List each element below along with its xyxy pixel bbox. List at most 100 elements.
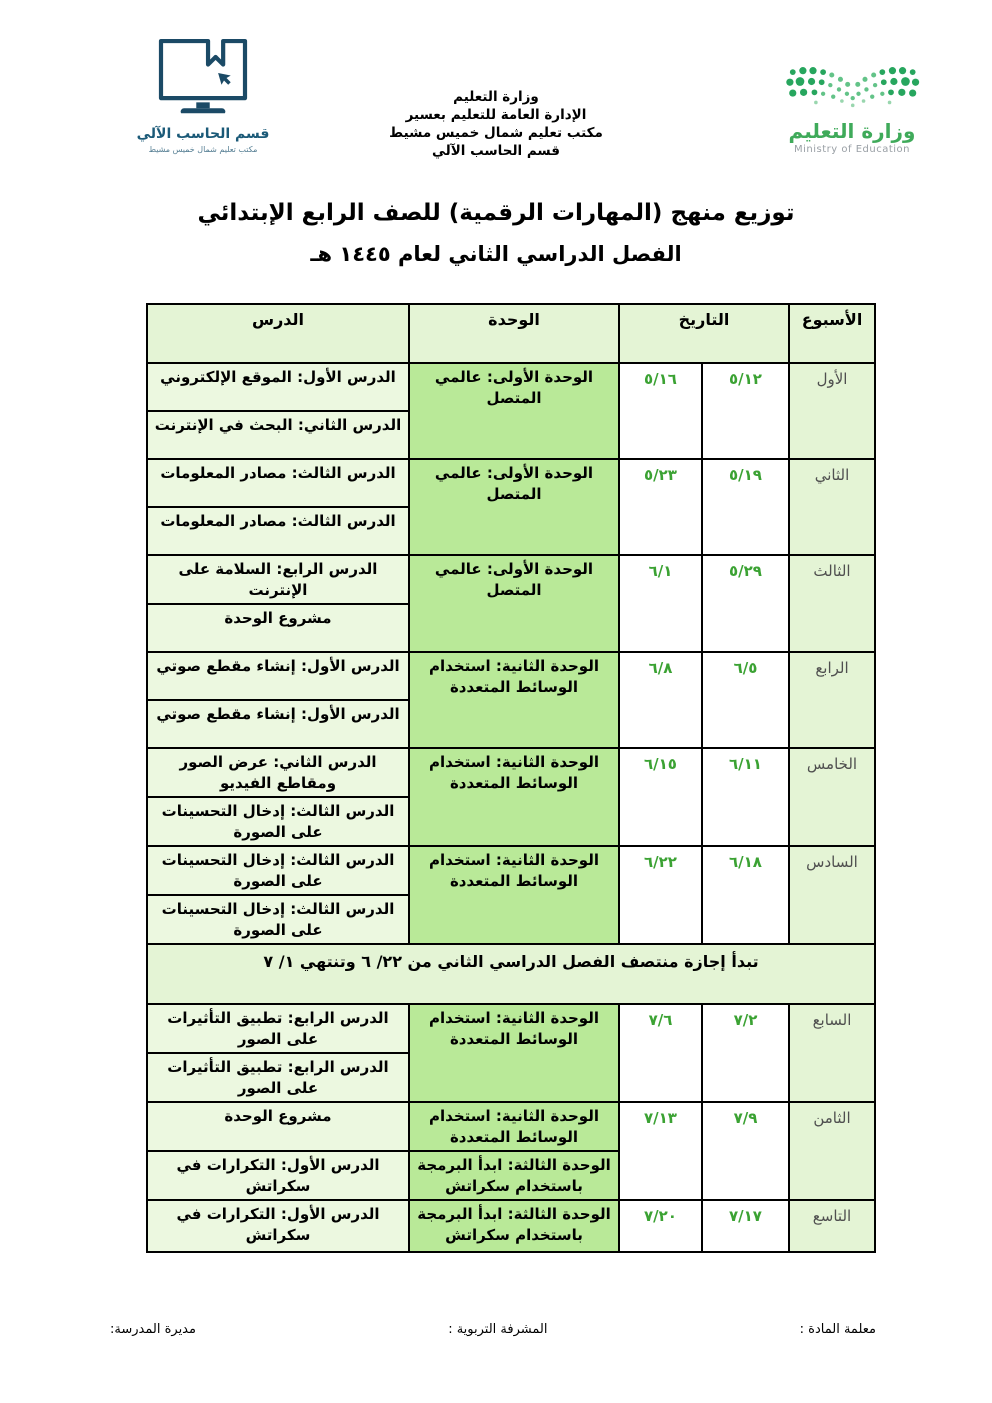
week-name: الرابع [788,651,876,749]
table-row-week7b: الدرس الرابع: تطبيق التأثيرات على الصور [146,1052,875,1103]
logo-left-subtitle: مكتب تعليم شمال خميس مشيط [148,145,258,154]
week-name: الثالث [788,554,876,653]
table-row-week2: الثاني ٥/١٩ ٥/٢٣ الوحدة الأولى: عالمي ال… [146,458,876,556]
moe-dots-emblem-icon [772,67,932,118]
break-row-text: تبدأ إجازة منتصف الفصل الدراسي الثاني من… [146,943,876,1005]
table-row-week5b: الدرس الثالث: إدخال التحسينات على الصورة [146,796,875,847]
date-end: ٧/٢٠ [618,1199,703,1253]
week-name: الثاني [788,458,876,556]
table-row-week5: الخامس ٦/١١ ٦/١٥ الوحدة الثانية: استخدام… [146,747,876,847]
header-line-office: مكتب تعليم شمال خميس مشيط [389,125,603,141]
week-name: التاسع [788,1199,876,1253]
col-header-lesson: الدرس [146,303,410,364]
table-row-week6: السادس ٦/١٨ ٦/٢٢ الوحدة الثانية: استخدام… [146,845,876,945]
table-row-week2b: الدرس الثالث: مصادر المعلومات [146,506,875,556]
unit-cell: الوحدة الأولى: عالمي المتصل [408,554,620,653]
lesson-cell: الدرس الثالث: إدخال التحسينات على الصورة [146,894,410,945]
date-end: ٦/١٥ [618,747,703,847]
curriculum-table: الأسبوع التاريخ الوحدة الدرس الأول ٥/١٢ … [146,303,876,1253]
date-end: ٦/١ [618,554,703,653]
ministry-of-education-logo: وزارة التعليم Ministry of Education [752,62,952,155]
lesson-cell: الدرس الرابع: تطبيق التأثيرات على الصور [146,1052,410,1103]
date-start: ٧/٩ [701,1101,790,1201]
col-header-date: التاريخ [618,303,790,364]
unit-cell: الوحدة الثالثة: ابدأ البرمجة باستخدام سك… [408,1150,620,1201]
table-row-week7: السابع ٧/٢ ٧/٦ الوحدة الثانية: استخدام ا… [146,1003,876,1103]
date-start: ٦/٥ [701,651,790,749]
table-row-week1b: الدرس الثاني: البحث في الإنترنت [146,410,875,460]
title-line-2: الفصل الدراسي الثاني لعام ١٤٤٥ هـ [310,242,682,266]
lesson-cell: مشروع الوحدة [146,603,410,653]
date-start: ٧/٢ [701,1003,790,1103]
table-row-week3b: مشروع الوحدة [146,603,875,653]
table-row-week8b: الوحدة الثالثة: ابدأ البرمجة باستخدام سك… [146,1150,875,1201]
lesson-cell: الدرس الأول: التكرارات في سكراتش [146,1199,410,1253]
unit-cell: الوحدة الثانية: استخدام الوسائط المتعددة [408,845,620,945]
week-name: الثامن [788,1101,876,1201]
educational-supervisor-label: المشرفة التربوية : [448,1322,548,1337]
lesson-cell: الدرس الأول: الموقع الإلكتروني [146,362,410,412]
date-end: ٥/١٦ [618,362,703,460]
unit-cell: الوحدة الثالثة: ابدأ البرمجة باستخدام سك… [408,1199,620,1253]
school-principal-label: مديرة المدرسة: [110,1322,196,1337]
unit-cell: الوحدة الثانية: استخدام الوسائط المتعددة [408,651,620,749]
title-line-1: توزيع منهج (المهارات الرقمية) للصف الراب… [197,200,795,226]
col-header-unit: الوحدة [408,303,620,364]
week-name: السابع [788,1003,876,1103]
table-row-week9: التاسع ٧/١٧ ٧/٢٠ الوحدة الثالثة: ابدأ ال… [146,1199,876,1253]
lesson-cell: الدرس الثاني: عرض الصور ومقاطع الفيديو [146,747,410,798]
week-name: الأول [788,362,876,460]
lesson-cell: الدرس الرابع: تطبيق التأثيرات على الصور [146,1003,410,1054]
signature-footer: معلمة المادة : المشرفة التربوية : مديرة … [110,1322,876,1337]
logo-left-title: قسم الحاسب الآلي [136,126,270,142]
date-start: ٥/٢٩ [701,554,790,653]
table-row-week6b: الدرس الثالث: إدخال التحسينات على الصورة [146,894,875,945]
table-row-week1: الأول ٥/١٢ ٥/١٦ الوحدة الأولى: عالمي الم… [146,362,876,460]
unit-cell: الوحدة الأولى: عالمي المتصل [408,458,620,556]
date-end: ٦/٨ [618,651,703,749]
date-start: ٦/١١ [701,747,790,847]
lesson-cell: الدرس الثاني: البحث في الإنترنت [146,410,410,460]
moe-wordmark-arabic: وزارة التعليم [788,119,916,143]
date-start: ٥/١٢ [701,362,790,460]
subject-teacher-label: معلمة المادة : [799,1322,876,1337]
date-end: ٦/٢٢ [618,845,703,945]
week-name: الخامس [788,747,876,847]
lesson-cell: الدرس الأول: إنشاء مقطع صوتي [146,651,410,701]
date-end: ٧/١٣ [618,1101,703,1201]
date-start: ٥/١٩ [701,458,790,556]
table-row-week4: الرابع ٦/٥ ٦/٨ الوحدة الثانية: استخدام ا… [146,651,876,749]
unit-cell: الوحدة الثانية: استخدام الوسائط المتعددة [408,747,620,847]
header-line-administration: الإدارة العامة للتعليم بعسير [405,107,587,123]
lesson-cell: الدرس الثالث: إدخال التحسينات على الصورة [146,796,410,847]
ministry-header-block: وزارة التعليم الإدارة العامة للتعليم بعس… [0,88,992,160]
lesson-cell: مشروع الوحدة [146,1101,410,1152]
lesson-cell: الدرس الأول: إنشاء مقطع صوتي [146,699,410,749]
lesson-cell: الدرس الثالث: مصادر المعلومات [146,458,410,508]
moe-wordmark-english: Ministry of Education [794,144,910,155]
table-row-break: تبدأ إجازة منتصف الفصل الدراسي الثاني من… [146,943,876,1005]
lesson-cell: الدرس الثالث: مصادر المعلومات [146,506,410,556]
lesson-cell: الدرس الثالث: إدخال التحسينات على الصورة [146,845,410,896]
lesson-cell: الدرس الرابع: السلامة على الإنترنت [146,554,410,605]
date-end: ٥/٢٣ [618,458,703,556]
curriculum-table-wrap: الأسبوع التاريخ الوحدة الدرس الأول ٥/١٢ … [146,303,876,1253]
table-row-week4b: الدرس الأول: إنشاء مقطع صوتي [146,699,875,749]
monitor-bookmark-cursor-icon [151,38,255,124]
unit-cell: الوحدة الأولى: عالمي المتصل [408,362,620,460]
table-row-week8: الثامن ٧/٩ ٧/١٣ الوحدة الثانية: استخدام … [146,1101,876,1201]
document-title-block: توزيع منهج (المهارات الرقمية) للصف الراب… [0,200,992,266]
week-name: السادس [788,845,876,945]
computer-department-logo: قسم الحاسب الآلي مكتب تعليم شمال خميس مش… [128,36,278,154]
unit-cell: الوحدة الثانية: استخدام الوسائط المتعددة [408,1101,620,1152]
date-end: ٧/٦ [618,1003,703,1103]
lesson-cell: الدرس الأول: التكرارات في سكراتش [146,1150,410,1201]
header-line-department: قسم الحاسب الآلي [431,143,561,159]
date-start: ٦/١٨ [701,845,790,945]
date-start: ٧/١٧ [701,1199,790,1253]
unit-cell: الوحدة الثانية: استخدام الوسائط المتعددة [408,1003,620,1103]
col-header-week: الأسبوع [788,303,876,364]
table-row-week3: الثالث ٥/٢٩ ٦/١ الوحدة الأولى: عالمي الم… [146,554,876,653]
table-header-row: الأسبوع التاريخ الوحدة الدرس [146,303,876,364]
